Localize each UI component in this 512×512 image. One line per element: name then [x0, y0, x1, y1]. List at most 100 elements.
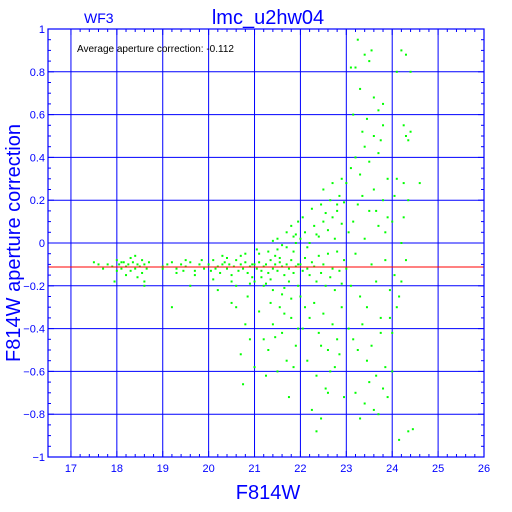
data-point	[278, 261, 281, 264]
data-point	[271, 323, 274, 326]
data-point	[322, 220, 325, 223]
x-tick-label: 17	[65, 463, 77, 475]
x-tick-labels: 17 18 19 20 21 22 23 24 25 26	[65, 463, 490, 475]
data-point	[147, 261, 150, 264]
data-point	[237, 269, 240, 272]
data-point	[409, 130, 412, 133]
data-point	[267, 271, 270, 274]
x-tick-label: 21	[248, 463, 260, 475]
data-point	[361, 194, 364, 197]
data-point	[134, 254, 137, 257]
data-point	[292, 235, 295, 238]
data-point	[329, 370, 332, 373]
data-point	[354, 66, 357, 69]
data-point	[333, 289, 336, 292]
data-point	[308, 274, 311, 277]
data-point	[411, 428, 414, 431]
data-point	[212, 259, 215, 262]
data-point	[230, 280, 233, 283]
data-point	[370, 344, 373, 347]
data-point	[244, 323, 247, 326]
data-point	[244, 252, 247, 255]
data-point	[308, 316, 311, 319]
data-point	[235, 284, 238, 287]
data-point	[304, 256, 307, 259]
data-point	[363, 402, 366, 405]
data-point	[255, 248, 258, 251]
data-point	[398, 295, 401, 298]
data-point	[393, 194, 396, 197]
data-point	[301, 216, 304, 219]
data-point	[310, 207, 313, 210]
data-point	[365, 306, 368, 309]
y-tick-labels: 1 0.8 0.6 0.4 0.2 0 −0.2 −0.4 −0.6 −0.8 −1	[23, 24, 45, 464]
data-point	[225, 256, 228, 259]
data-point	[221, 254, 224, 257]
data-point	[136, 263, 139, 266]
x-tick-label: 20	[203, 463, 215, 475]
data-point	[345, 267, 348, 270]
data-point	[354, 391, 357, 394]
data-point	[246, 271, 249, 274]
data-point	[292, 250, 295, 253]
data-point	[324, 212, 327, 215]
data-point	[125, 274, 128, 277]
data-point	[331, 267, 334, 270]
x-axis-label: F814W	[236, 482, 301, 504]
data-point	[219, 271, 222, 274]
x-tick-label: 22	[294, 463, 306, 475]
data-point	[129, 269, 132, 272]
data-point	[365, 359, 368, 362]
data-point	[317, 331, 320, 334]
data-point	[382, 387, 385, 390]
y-tick-label: −0.4	[23, 324, 45, 336]
data-point	[343, 201, 346, 204]
data-point	[175, 267, 178, 270]
data-point	[143, 280, 146, 283]
data-point	[258, 261, 261, 264]
axis-ticks	[48, 28, 485, 458]
data-point	[333, 237, 336, 240]
data-point	[290, 224, 293, 227]
data-point	[326, 252, 329, 255]
data-point	[276, 269, 279, 272]
data-point	[242, 267, 245, 270]
data-point	[386, 177, 389, 180]
data-point	[340, 282, 343, 285]
data-point	[313, 301, 316, 304]
data-point	[122, 261, 125, 264]
data-point	[301, 327, 304, 330]
data-point	[310, 261, 313, 264]
data-point	[375, 280, 378, 283]
data-point	[349, 66, 352, 69]
data-point	[299, 263, 302, 266]
data-point	[409, 70, 412, 73]
data-point	[326, 391, 329, 394]
data-point	[317, 254, 320, 257]
data-point	[308, 242, 311, 244]
data-point	[398, 438, 401, 441]
data-point	[386, 216, 389, 219]
data-point	[313, 224, 316, 227]
data-point	[274, 263, 277, 266]
data-point	[359, 417, 362, 420]
data-point	[377, 152, 380, 155]
data-point	[120, 267, 123, 270]
data-point	[136, 276, 139, 279]
data-point	[251, 276, 254, 279]
data-point	[372, 408, 375, 411]
data-point	[331, 182, 334, 185]
data-point	[356, 203, 359, 206]
data-point	[131, 261, 134, 264]
data-point	[269, 278, 272, 281]
data-point	[407, 430, 410, 433]
data-point	[400, 49, 403, 52]
data-point	[297, 284, 300, 287]
data-point	[267, 250, 270, 253]
data-point	[384, 366, 387, 369]
x-tick-label: 18	[111, 463, 123, 475]
data-point	[297, 263, 300, 266]
data-point	[189, 261, 192, 264]
data-point	[209, 269, 212, 272]
data-point	[402, 124, 405, 127]
